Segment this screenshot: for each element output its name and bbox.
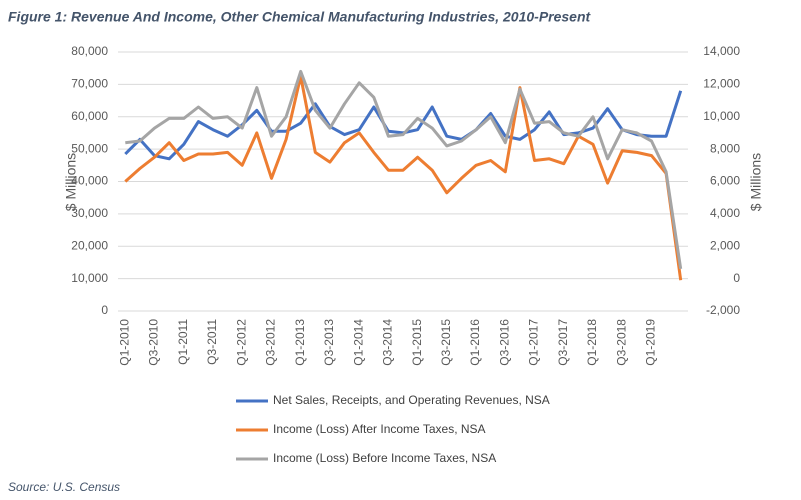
- x-tick-label: Q3-2017: [556, 319, 570, 366]
- y-tick-label: 70,000: [71, 77, 108, 91]
- x-tick-label: Q1-2015: [410, 319, 424, 366]
- x-tick-label: Q3-2016: [497, 319, 511, 366]
- chart-title: Figure 1: Revenue And Income, Other Chem…: [8, 9, 592, 25]
- y-tick-label: 10,000: [71, 271, 108, 285]
- x-tick-label: Q3-2015: [439, 319, 453, 366]
- x-tick-label: Q1-2017: [527, 319, 541, 366]
- source-note: Source: U.S. Census: [8, 480, 120, 494]
- x-tick-label: Q3-2013: [322, 319, 336, 366]
- y-axis-title: $ Millions: [63, 153, 79, 211]
- series-line: [124, 90, 683, 161]
- y2-tick-label: 14,000: [703, 44, 740, 58]
- x-tick-label: Q3-2012: [264, 319, 278, 366]
- x-tick-label: Q1-2019: [644, 319, 658, 366]
- y-tick-label: 80,000: [71, 44, 108, 58]
- x-tick-label: Q3-2014: [381, 319, 395, 366]
- legend-label: Income (Loss) After Income Taxes, NSA: [273, 422, 486, 436]
- x-tick-label: Q1-2011: [176, 319, 190, 365]
- y2-tick-label: 2,000: [710, 238, 740, 252]
- y2-tick-label: 0: [733, 271, 740, 285]
- y2-tick-label: -2,000: [706, 303, 740, 317]
- y2-tick-label: 10,000: [703, 109, 740, 123]
- x-tick-label: Q3-2018: [614, 319, 628, 366]
- x-tick-label: Q1-2014: [351, 319, 365, 366]
- legend-label: Income (Loss) Before Income Taxes, NSA: [273, 451, 496, 465]
- y-tick-label: 0: [101, 303, 108, 317]
- y2-tick-label: 8,000: [710, 141, 740, 155]
- series-line: [125, 69, 683, 270]
- y-tick-label: 20,000: [71, 238, 108, 252]
- x-tick-label: Q1-2012: [234, 319, 248, 366]
- y2-tick-label: 4,000: [710, 206, 740, 220]
- y-tick-label: 50,000: [71, 141, 108, 155]
- legend-label: Net Sales, Receipts, and Operating Reven…: [273, 393, 550, 407]
- x-tick-label: Q1-2013: [293, 319, 307, 366]
- y-tick-label: 40,000: [71, 174, 108, 188]
- y2-tick-label: 6,000: [710, 174, 740, 188]
- series-line: [124, 74, 683, 281]
- y-tick-label: 60,000: [71, 109, 108, 123]
- y-tick-label: 30,000: [71, 206, 108, 220]
- y2-tick-label: 12,000: [703, 77, 740, 91]
- x-tick-label: Q1-2016: [468, 319, 482, 366]
- x-tick-label: Q1-2018: [585, 319, 599, 366]
- x-tick-label: Q3-2011: [205, 319, 219, 365]
- y2-axis-title: $ Millions: [748, 153, 764, 211]
- x-tick-label: Q1-2010: [117, 319, 131, 366]
- x-tick-label: Q3-2010: [147, 319, 161, 366]
